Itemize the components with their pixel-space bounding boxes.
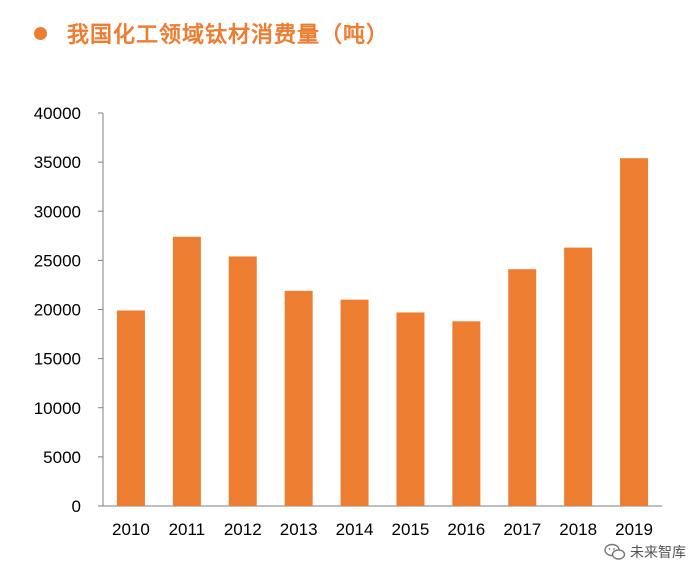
watermark: 未来智库 [604,542,686,562]
bar [228,256,257,506]
y-tick-label: 30000 [34,202,81,221]
bar [564,247,593,507]
y-tick-label: 10000 [34,399,81,418]
y-tick-label: 35000 [34,153,81,172]
bar [620,158,649,506]
bar [508,269,537,506]
y-tick-label: 0 [72,497,81,516]
x-tick-label: 2019 [615,520,653,539]
bar [396,312,425,506]
x-tick-label: 2012 [224,520,262,539]
bar [452,321,481,506]
bullet-icon [34,26,47,40]
watermark-text: 未来智库 [630,545,686,561]
x-tick-label: 2016 [447,520,485,539]
chart-title-row: 我国化工领域钛材消费量（吨） [34,16,389,50]
bar [116,310,145,506]
x-tick-label: 2011 [169,520,206,539]
y-tick-label: 15000 [34,350,81,369]
bar [340,299,369,506]
bar [172,236,201,507]
y-tick-label: 40000 [34,104,81,123]
x-tick-label: 2018 [559,520,597,539]
x-tick-label: 2014 [336,520,374,539]
x-tick-label: 2010 [112,520,150,539]
wechat-icon [604,543,626,560]
y-tick-label: 5000 [43,448,81,467]
x-tick-label: 2013 [280,520,318,539]
y-tick-label: 20000 [34,301,81,320]
bar [284,290,313,506]
x-tick-label: 2015 [392,520,430,539]
x-tick-label: 2017 [503,520,541,539]
y-tick-label: 25000 [34,251,81,270]
chart-title: 我国化工领域钛材消费量（吨） [67,23,390,48]
